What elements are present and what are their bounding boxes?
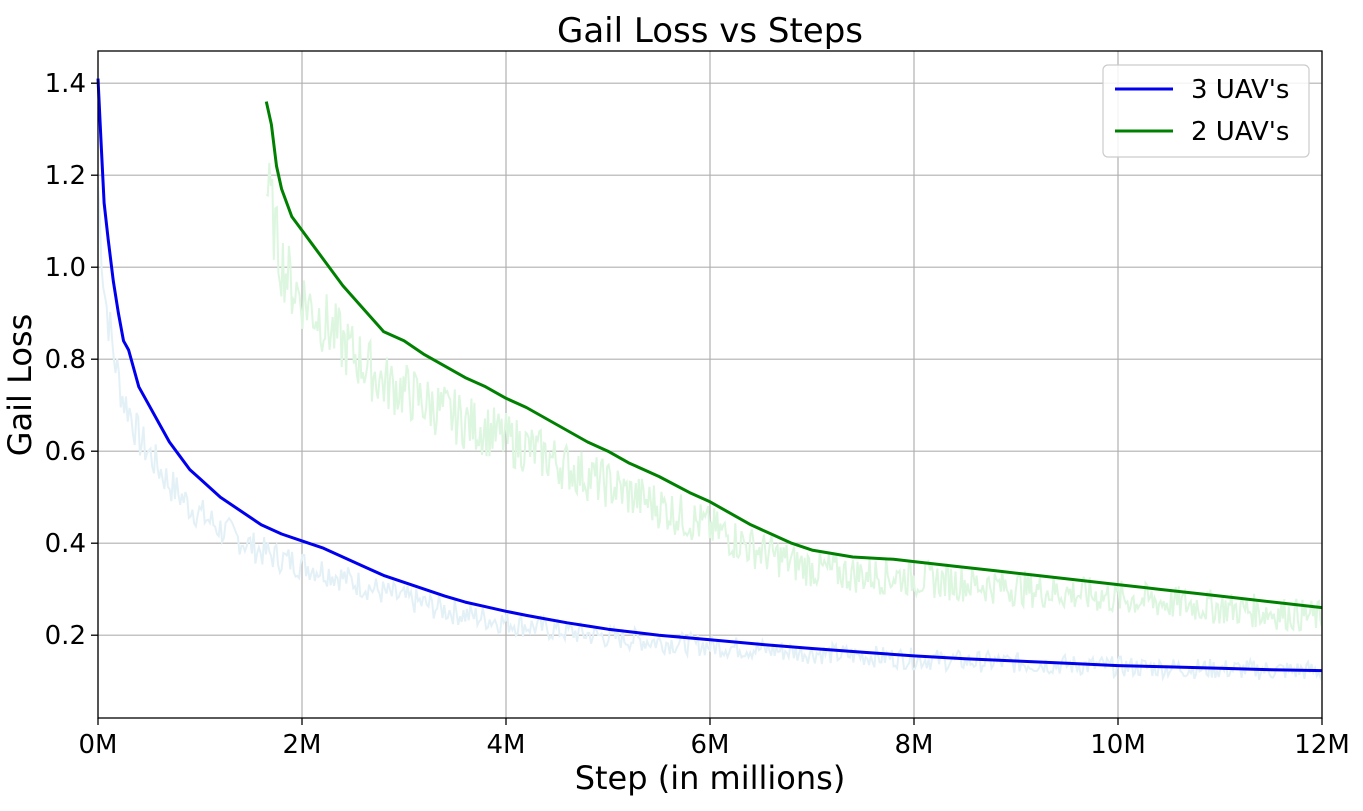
series-line — [96, 78, 1323, 673]
series-raw-line — [265, 162, 1323, 632]
series-raw-line — [97, 185, 1323, 683]
x-axis-label: Step (in millions) — [575, 759, 846, 797]
x-tick-label: 0M — [79, 730, 118, 760]
y-tick-label: 1.4 — [45, 69, 86, 99]
x-tick-label: 6M — [691, 730, 730, 760]
chart-title: Gail Loss vs Steps — [557, 11, 863, 51]
legend-label: 2 UAV's — [1191, 117, 1289, 147]
series-line — [264, 101, 1323, 610]
y-tick-label: 0.6 — [45, 437, 86, 467]
series-layer — [96, 78, 1323, 673]
x-tick-label: 12M — [1294, 730, 1350, 760]
y-tick-label: 0.8 — [45, 345, 86, 375]
y-tick-label: 1.2 — [45, 161, 86, 191]
x-tick-label: 2M — [283, 730, 322, 760]
x-tick-label: 10M — [1090, 730, 1146, 760]
raw-series-layer — [97, 162, 1323, 683]
y-tick-label: 0.4 — [45, 529, 86, 559]
y-tick-label: 0.2 — [45, 621, 86, 651]
ticks: 0M 2M 4M 6M 8M 10M 12M 0.2 0.4 0.6 0.8 1.0 1.2 1.4 — [45, 69, 1350, 760]
y-tick-label: 1.0 — [45, 253, 86, 283]
x-tick-label: 4M — [487, 730, 526, 760]
legend: 3 UAV's 2 UAV's — [1102, 64, 1310, 158]
x-tick-label: 8M — [895, 730, 934, 760]
y-axis-label: Gail Loss — [1, 314, 39, 457]
legend-label: 3 UAV's — [1191, 75, 1289, 105]
